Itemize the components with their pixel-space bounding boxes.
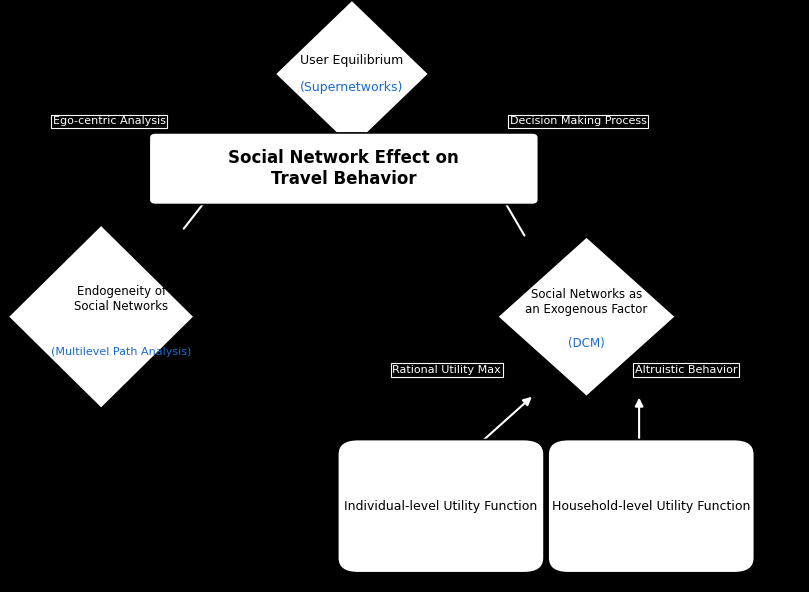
Text: Social Network Effect on
Travel Behavior: Social Network Effect on Travel Behavior <box>228 149 460 188</box>
Text: (DCM): (DCM) <box>568 337 605 350</box>
Text: Decision Making Process: Decision Making Process <box>510 117 646 126</box>
Text: (Multilevel Path Analysis): (Multilevel Path Analysis) <box>51 348 192 357</box>
Text: User Equilibrium: User Equilibrium <box>300 54 404 67</box>
Text: Rational Utility Max: Rational Utility Max <box>392 365 501 375</box>
Text: Household-level Utility Function: Household-level Utility Function <box>552 500 751 513</box>
FancyBboxPatch shape <box>338 439 544 573</box>
FancyBboxPatch shape <box>548 439 754 573</box>
Text: Individual-level Utility Function: Individual-level Utility Function <box>345 500 537 513</box>
FancyBboxPatch shape <box>149 133 539 204</box>
Text: Ego-centric Analysis: Ego-centric Analysis <box>53 117 166 126</box>
Polygon shape <box>498 237 676 397</box>
Text: (Supernetworks): (Supernetworks) <box>300 81 404 94</box>
Text: Altruistic Behavior: Altruistic Behavior <box>635 365 738 375</box>
Polygon shape <box>275 0 429 148</box>
Text: Endogeneity of
Social Networks: Endogeneity of Social Networks <box>74 285 168 313</box>
Text: Social Networks as
an Exogenous Factor: Social Networks as an Exogenous Factor <box>525 288 648 316</box>
Polygon shape <box>8 225 194 408</box>
